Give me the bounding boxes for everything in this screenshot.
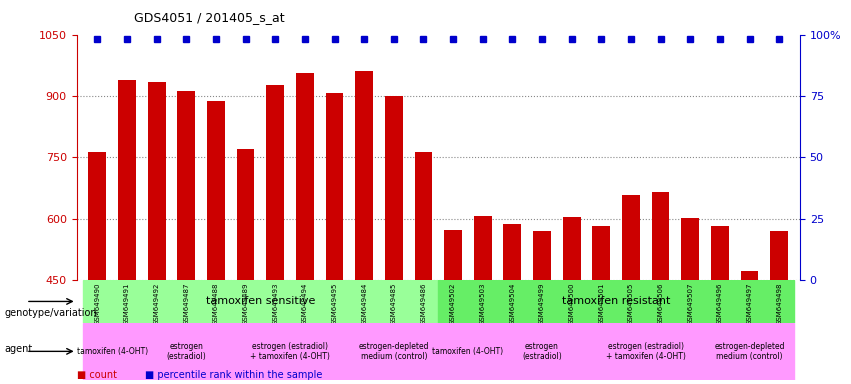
Text: GSM649489: GSM649489 [243, 283, 248, 325]
Text: ■ count: ■ count [77, 370, 117, 380]
Text: GSM649496: GSM649496 [717, 283, 722, 326]
Text: GSM649495: GSM649495 [332, 283, 338, 326]
Text: GSM649488: GSM649488 [213, 283, 219, 326]
Text: GSM649505: GSM649505 [628, 283, 634, 326]
Bar [444, 230, 462, 280]
Text: estrogen
(estradiol): estrogen (estradiol) [167, 342, 206, 361]
Text: GSM649485: GSM649485 [391, 283, 397, 326]
Text: GSM649496: GSM649496 [717, 283, 722, 325]
Text: GSM649494: GSM649494 [302, 283, 308, 326]
Text: GSM649486: GSM649486 [420, 283, 426, 326]
Text: estrogen-depleted
medium (control): estrogen-depleted medium (control) [358, 342, 429, 361]
Text: GSM649494: GSM649494 [302, 283, 308, 325]
Bar [142, 323, 231, 380]
Bar [474, 215, 492, 280]
Bar [118, 79, 136, 280]
Bar [533, 231, 551, 280]
Text: GSM649492: GSM649492 [154, 283, 160, 326]
Text: estrogen
(estradiol): estrogen (estradiol) [523, 342, 562, 361]
Bar [355, 71, 373, 280]
Bar [504, 224, 522, 280]
Bar [83, 280, 438, 323]
Bar [711, 226, 728, 280]
Bar [414, 152, 432, 280]
Text: genotype/variation: genotype/variation [4, 308, 97, 318]
Text: GSM649486: GSM649486 [420, 283, 426, 325]
Bar [438, 280, 794, 323]
Bar [586, 323, 705, 380]
Text: GSM649491: GSM649491 [124, 283, 130, 326]
Bar [652, 192, 670, 280]
Text: GSM649502: GSM649502 [450, 283, 456, 326]
Text: GSM649500: GSM649500 [568, 283, 574, 326]
Text: GSM649503: GSM649503 [480, 283, 486, 325]
Text: GSM649500: GSM649500 [568, 283, 574, 325]
Text: GSM649487: GSM649487 [183, 283, 189, 326]
Text: GSM649489: GSM649489 [243, 283, 248, 326]
Bar [296, 73, 314, 280]
Text: GSM649499: GSM649499 [539, 283, 545, 325]
Bar [498, 323, 586, 380]
Text: GSM649507: GSM649507 [688, 283, 694, 326]
Text: tamoxifen (4-OHT): tamoxifen (4-OHT) [432, 347, 504, 356]
Text: GSM649485: GSM649485 [391, 283, 397, 325]
Text: estrogen-depleted
medium (control): estrogen-depleted medium (control) [714, 342, 785, 361]
Text: GSM649505: GSM649505 [628, 283, 634, 325]
Text: tamoxifen (4-OHT): tamoxifen (4-OHT) [77, 347, 148, 356]
Text: GSM649497: GSM649497 [746, 283, 752, 326]
Bar [148, 82, 166, 280]
Text: GSM649490: GSM649490 [94, 283, 100, 326]
Text: GSM649502: GSM649502 [450, 283, 456, 325]
Text: GSM649491: GSM649491 [124, 283, 130, 325]
Bar [682, 218, 700, 280]
Text: GSM649501: GSM649501 [598, 283, 604, 325]
Bar [705, 323, 794, 380]
Text: GSM649506: GSM649506 [658, 283, 664, 325]
Text: GSM649498: GSM649498 [776, 283, 782, 325]
Bar [563, 217, 580, 280]
Text: GSM649484: GSM649484 [361, 283, 367, 325]
Bar [326, 93, 344, 280]
Bar [385, 96, 403, 280]
Bar [622, 195, 640, 280]
Bar [207, 101, 225, 280]
Text: GSM649497: GSM649497 [746, 283, 752, 325]
Text: GSM649487: GSM649487 [183, 283, 189, 325]
Bar [237, 149, 254, 280]
Bar [266, 84, 284, 280]
Text: GSM649504: GSM649504 [510, 283, 516, 326]
Text: GSM649493: GSM649493 [272, 283, 278, 325]
Text: GDS4051 / 201405_s_at: GDS4051 / 201405_s_at [134, 11, 285, 24]
Text: tamoxifen sensitive: tamoxifen sensitive [206, 296, 315, 306]
Text: GSM649503: GSM649503 [480, 283, 486, 326]
Text: GSM649507: GSM649507 [688, 283, 694, 325]
Text: GSM649492: GSM649492 [154, 283, 160, 325]
Text: agent: agent [4, 344, 32, 354]
Bar [177, 91, 195, 280]
Text: GSM649495: GSM649495 [332, 283, 338, 325]
Text: GSM649488: GSM649488 [213, 283, 219, 325]
Text: ■ percentile rank within the sample: ■ percentile rank within the sample [145, 370, 322, 380]
Bar [770, 231, 788, 280]
Text: GSM649506: GSM649506 [658, 283, 664, 326]
Bar [349, 323, 438, 380]
Bar [592, 226, 610, 280]
Text: estrogen (estradiol)
+ tamoxifen (4-OHT): estrogen (estradiol) + tamoxifen (4-OHT) [606, 342, 686, 361]
Text: estrogen (estradiol)
+ tamoxifen (4-OHT): estrogen (estradiol) + tamoxifen (4-OHT) [250, 342, 330, 361]
Text: GSM649501: GSM649501 [598, 283, 604, 326]
Bar [438, 323, 498, 380]
Text: GSM649484: GSM649484 [361, 283, 367, 326]
Bar [83, 323, 142, 380]
Bar [231, 323, 349, 380]
Text: tamoxifen resistant: tamoxifen resistant [562, 296, 671, 306]
Bar [740, 271, 758, 280]
Text: GSM649490: GSM649490 [94, 283, 100, 325]
Bar [89, 152, 106, 280]
Text: GSM649499: GSM649499 [539, 283, 545, 326]
Text: GSM649504: GSM649504 [510, 283, 516, 325]
Text: GSM649498: GSM649498 [776, 283, 782, 326]
Text: GSM649493: GSM649493 [272, 283, 278, 326]
